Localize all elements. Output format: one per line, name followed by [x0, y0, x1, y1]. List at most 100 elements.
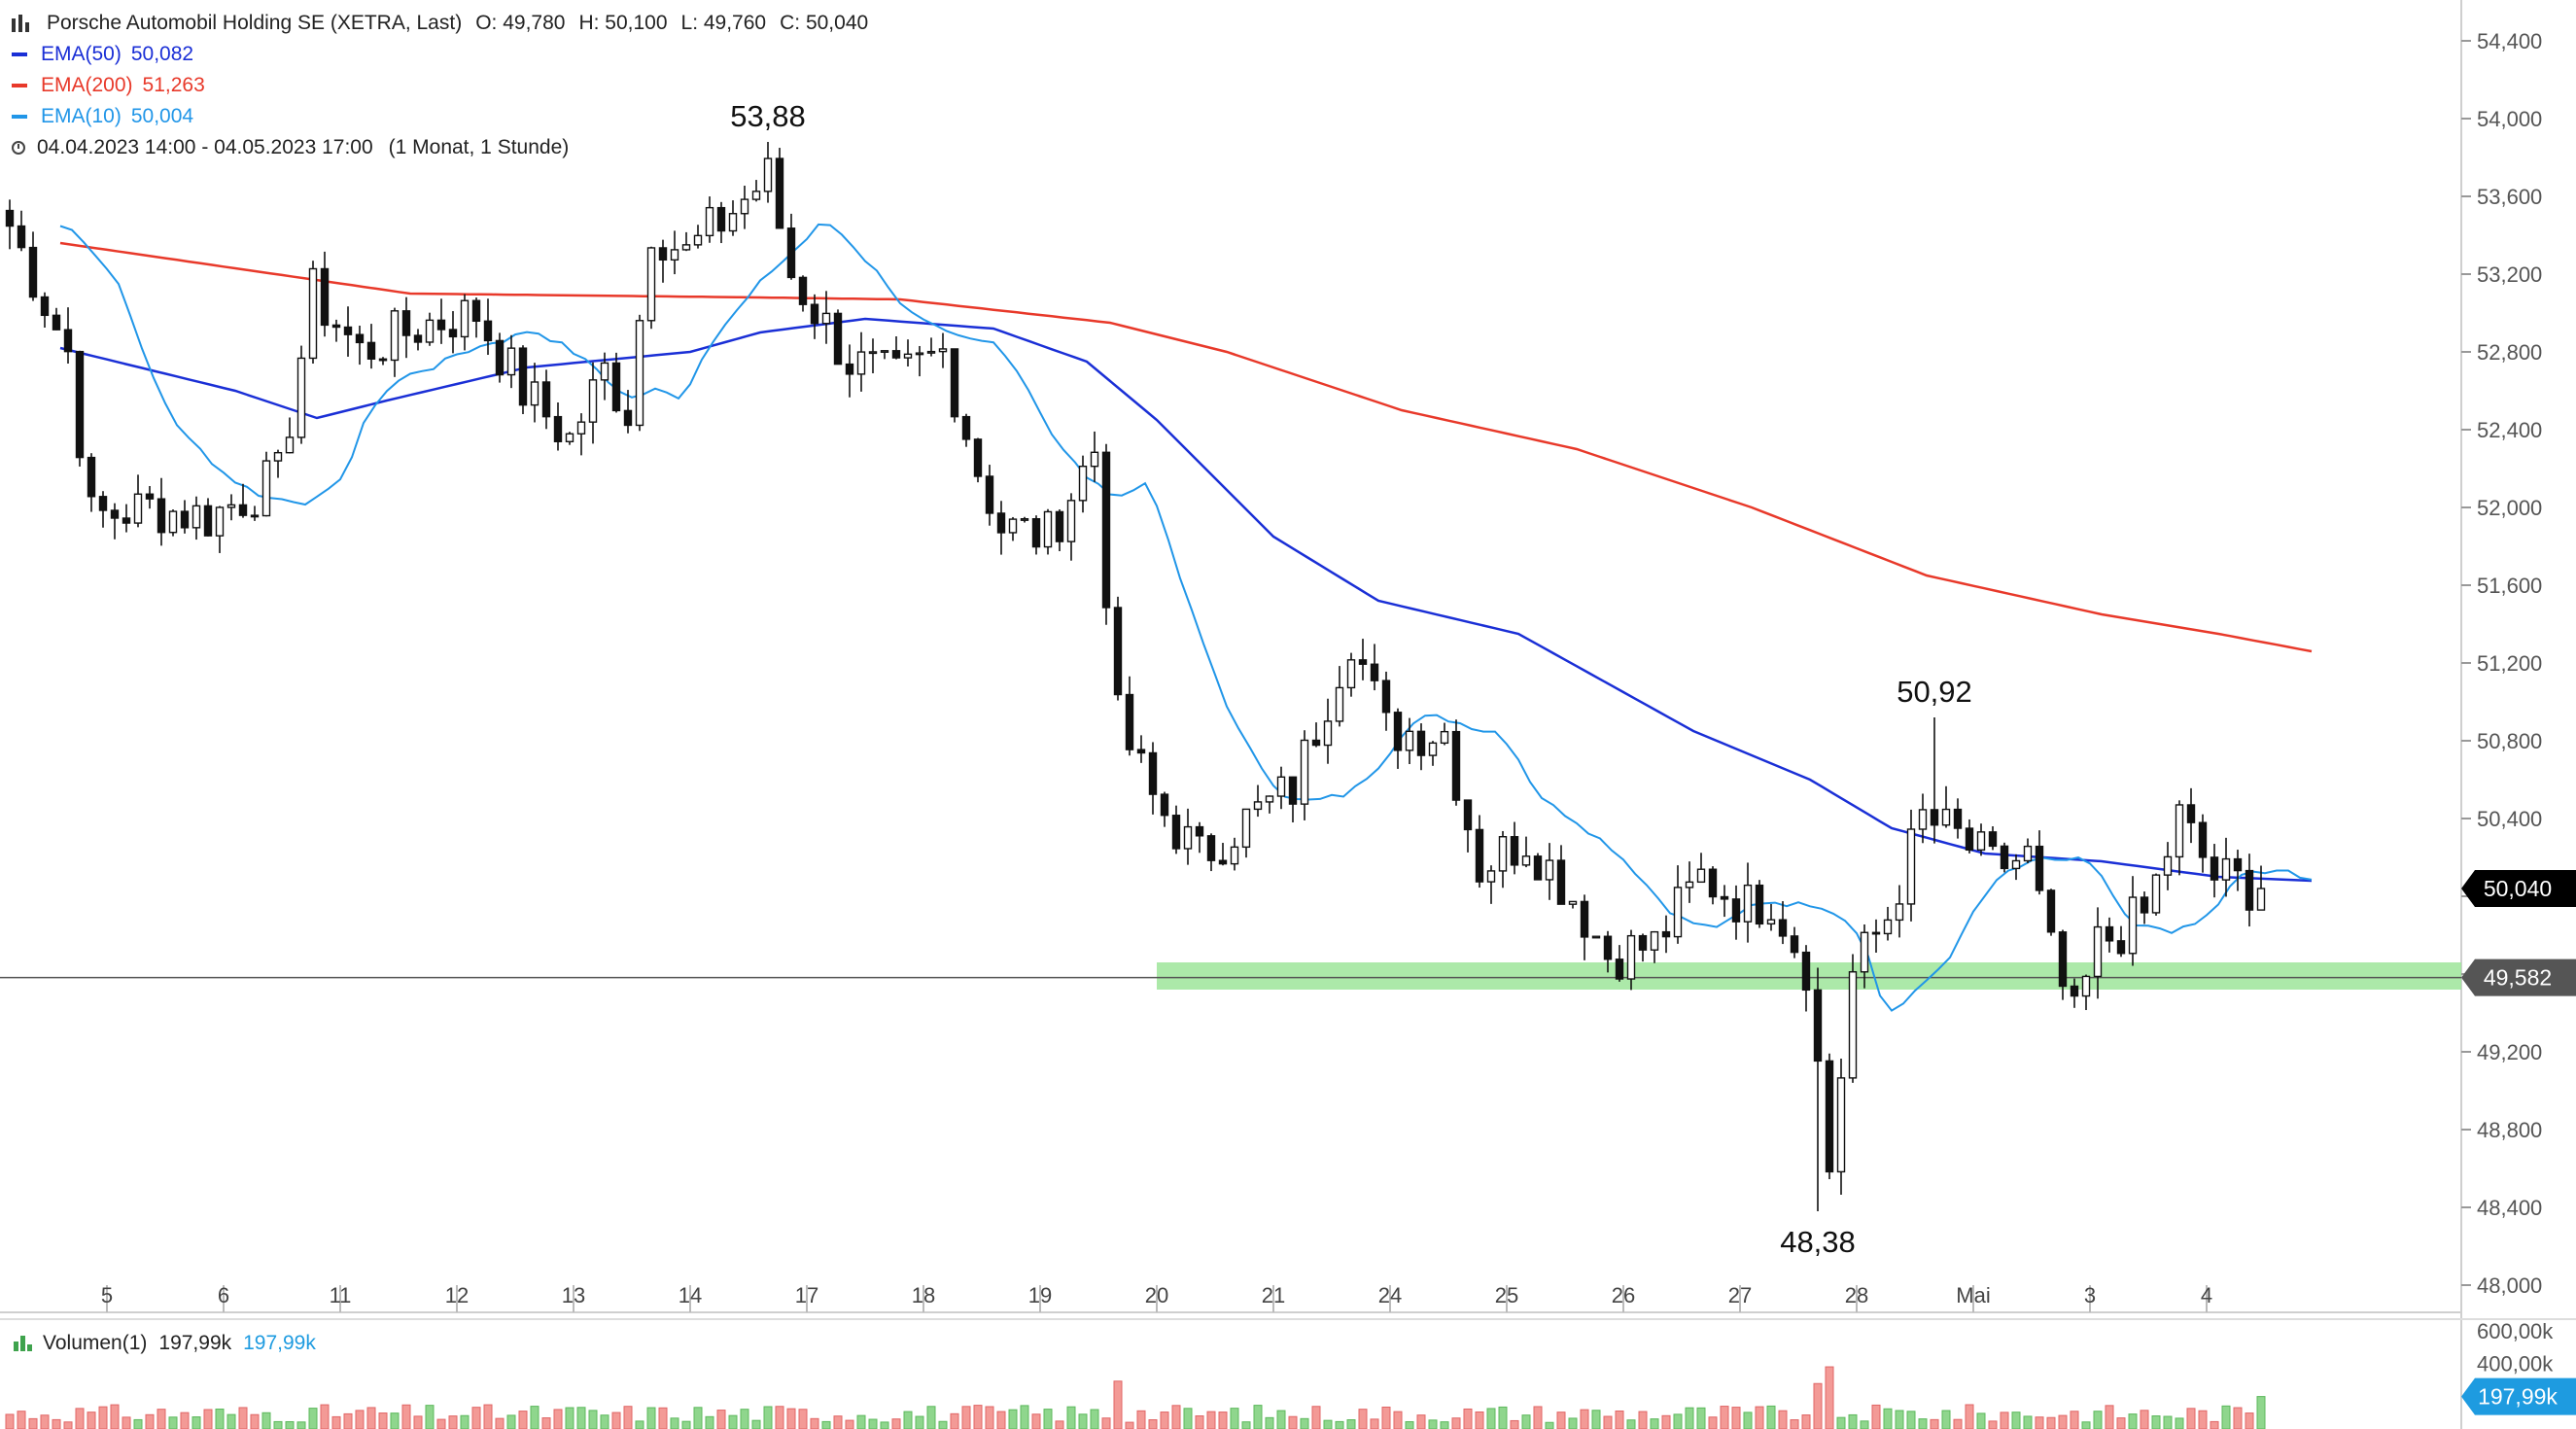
volume-bar[interactable] — [1883, 1408, 1893, 1429]
candle-body[interactable] — [1836, 1077, 1846, 1173]
candle-body[interactable] — [588, 379, 598, 423]
candle-body[interactable] — [1626, 934, 1636, 980]
volume-bar[interactable] — [740, 1409, 749, 1429]
candle-body[interactable] — [553, 415, 563, 442]
volume-bar[interactable] — [448, 1415, 458, 1429]
candle-body[interactable] — [716, 206, 726, 232]
volume-bar[interactable] — [821, 1420, 831, 1429]
volume-bar[interactable] — [203, 1409, 213, 1429]
volume-bar[interactable] — [518, 1411, 528, 1429]
candle-body[interactable] — [1358, 659, 1368, 665]
volume-bar[interactable] — [366, 1407, 376, 1429]
volume-bar[interactable] — [1160, 1412, 1169, 1429]
candle-body[interactable] — [1918, 809, 1928, 830]
volume-bar[interactable] — [1696, 1407, 1706, 1429]
volume-bar[interactable] — [1918, 1418, 1928, 1429]
candle-body[interactable] — [1113, 607, 1123, 696]
candle-body[interactable] — [751, 191, 761, 200]
candle-body[interactable] — [1031, 518, 1041, 548]
volume-bar[interactable] — [1708, 1416, 1718, 1429]
volume-bar[interactable] — [950, 1412, 959, 1429]
candle-body[interactable] — [285, 436, 295, 454]
candle-body[interactable] — [1813, 989, 1823, 1063]
candle-body[interactable] — [1055, 510, 1064, 542]
volume-bar[interactable] — [343, 1412, 353, 1429]
volume-bar[interactable] — [1218, 1412, 1228, 1429]
candle-body[interactable] — [2221, 857, 2231, 881]
candle-body[interactable] — [506, 347, 516, 376]
candle-body[interactable] — [728, 213, 738, 232]
candle-body[interactable] — [1755, 884, 1764, 925]
candle-body[interactable] — [1416, 730, 1426, 756]
candle-body[interactable] — [413, 334, 423, 343]
candle-body[interactable] — [2175, 804, 2184, 858]
candle-body[interactable] — [215, 506, 225, 537]
volume-bar[interactable] — [1148, 1419, 1158, 1429]
candle-body[interactable] — [2128, 896, 2138, 955]
volume-bar[interactable] — [1813, 1382, 1823, 1429]
candle-body[interactable] — [2186, 804, 2196, 823]
volume-bar[interactable] — [996, 1411, 1006, 1429]
candle-body[interactable] — [856, 351, 866, 375]
volume-bar[interactable] — [1346, 1419, 1356, 1429]
candle-body[interactable] — [1078, 465, 1088, 502]
candle-body[interactable] — [87, 456, 96, 498]
volume-bar[interactable] — [565, 1407, 574, 1429]
volume-bar[interactable] — [1848, 1413, 1858, 1429]
candle-body[interactable] — [1346, 659, 1356, 689]
volume-bar[interactable] — [553, 1409, 563, 1429]
candle-body[interactable] — [1288, 776, 1298, 805]
volume-bar[interactable] — [2256, 1396, 2266, 1429]
candle-body[interactable] — [670, 249, 679, 261]
volume-bar[interactable] — [40, 1414, 50, 1429]
volume-bar[interactable] — [425, 1405, 435, 1429]
candle-body[interactable] — [355, 333, 365, 344]
candle-body[interactable] — [1930, 809, 1939, 826]
volume-bar[interactable] — [2140, 1410, 2149, 1429]
volume-bar[interactable] — [588, 1410, 598, 1429]
candle-body[interactable] — [366, 341, 376, 360]
candle-body[interactable] — [1300, 739, 1309, 805]
candle-body[interactable] — [2000, 845, 2009, 870]
volume-bar[interactable] — [1206, 1411, 1216, 1429]
volume-bar[interactable] — [1183, 1408, 1193, 1429]
volume-bar[interactable] — [646, 1407, 656, 1429]
volume-bar[interactable] — [530, 1406, 540, 1429]
volume-bar[interactable] — [273, 1420, 283, 1429]
volume-bar[interactable] — [52, 1418, 61, 1429]
candle-body[interactable] — [798, 276, 808, 305]
volume-bar[interactable] — [1125, 1421, 1134, 1429]
volume-bar[interactable] — [728, 1414, 738, 1429]
volume-bar[interactable] — [1358, 1409, 1368, 1429]
candle-body[interactable] — [623, 409, 633, 427]
volume-bar[interactable] — [2221, 1405, 2231, 1429]
candle-body[interactable] — [1311, 739, 1321, 747]
volume-bar[interactable] — [110, 1404, 120, 1429]
volume-bar[interactable] — [1393, 1411, 1403, 1429]
candle-body[interactable] — [1708, 868, 1718, 898]
candle-body[interactable] — [565, 433, 574, 442]
volume-tag-bg[interactable] — [2461, 1377, 2576, 1415]
candle-body[interactable] — [1801, 951, 1811, 992]
volume-bar[interactable] — [1311, 1406, 1321, 1429]
volume-bar[interactable] — [1906, 1411, 1916, 1429]
candle-body[interactable] — [1883, 919, 1893, 935]
volume-bar[interactable] — [28, 1417, 38, 1429]
volume-bar[interactable] — [751, 1419, 761, 1429]
volume-bar[interactable] — [2245, 1412, 2254, 1429]
legend-ema10[interactable]: EMA(10) 50,004 — [12, 101, 882, 132]
volume-bar[interactable] — [763, 1406, 773, 1429]
candle-body[interactable] — [1463, 799, 1473, 831]
volume-bar[interactable] — [1860, 1420, 1869, 1429]
candle-body[interactable] — [425, 319, 435, 343]
volume-bar[interactable] — [903, 1411, 913, 1429]
volume-bar[interactable] — [168, 1416, 178, 1429]
volume-bar[interactable] — [1288, 1415, 1298, 1429]
volume-bar[interactable] — [1976, 1412, 1986, 1429]
candle-body[interactable] — [1953, 808, 1963, 829]
candle-body[interactable] — [1638, 934, 1648, 951]
candle-body[interactable] — [1871, 931, 1881, 935]
volume-bar[interactable] — [63, 1421, 73, 1429]
volume-bar[interactable] — [845, 1419, 854, 1429]
volume-bar[interactable] — [2186, 1408, 2196, 1429]
